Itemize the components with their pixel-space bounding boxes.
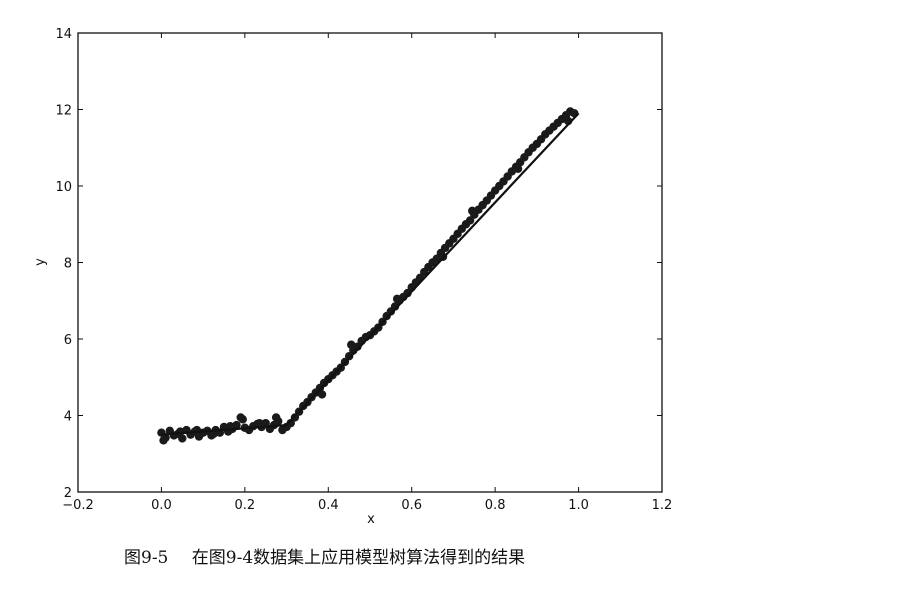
- y-tick-label: 14: [55, 27, 72, 42]
- data-point: [271, 413, 281, 422]
- x-tick-label: 0.6: [401, 498, 422, 513]
- data-point: [513, 164, 523, 173]
- data-point: [159, 436, 168, 445]
- y-axis-label: y: [33, 258, 48, 266]
- plot-area: [157, 107, 580, 445]
- x-tick-label: −0.2: [62, 498, 94, 513]
- x-tick-label: 0.4: [318, 498, 339, 513]
- y-tick-label: 2: [64, 486, 72, 501]
- figure-caption-text: 在图9-4数据集上应用模型树算法得到的结果: [191, 548, 526, 568]
- chart: −0.2 0.0 0.2 0.4 0.6 0.8 1.0 1.2 2 4 6 8 10 12 14 x y: [33, 27, 672, 527]
- y-tick-label: 12: [55, 104, 72, 119]
- figure-number: 图9-5: [124, 548, 169, 568]
- data-point: [255, 418, 264, 428]
- y-tick-label: 8: [64, 257, 72, 272]
- x-tick-label: 1.2: [652, 498, 673, 513]
- data-point: [238, 415, 247, 424]
- data-point: [178, 434, 187, 443]
- data-point: [347, 340, 356, 349]
- figure-caption: 图9-5 在图9-4数据集上应用模型树算法得到的结果: [124, 543, 525, 568]
- data-point: [392, 294, 402, 304]
- axes: −0.2 0.0 0.2 0.4 0.6 0.8 1.0 1.2 2 4 6 8 10 12 14: [55, 27, 672, 513]
- data-point: [317, 390, 327, 399]
- x-tick-label: 1.0: [568, 498, 589, 513]
- y-tick-label: 4: [64, 410, 72, 425]
- x-axis-label: x: [367, 512, 375, 527]
- x-tick-label: 0.8: [485, 498, 506, 513]
- y-tick-label: 6: [64, 333, 72, 348]
- axes-frame: [77, 32, 663, 493]
- x-tick-label: 0.2: [235, 498, 256, 513]
- fit-line-segment: [161, 423, 287, 436]
- data-point: [232, 420, 241, 430]
- data-point: [468, 206, 477, 216]
- y-tick-label: 10: [55, 180, 72, 195]
- fit-line-segment: [285, 112, 580, 426]
- x-tick-label: 0.0: [151, 498, 172, 513]
